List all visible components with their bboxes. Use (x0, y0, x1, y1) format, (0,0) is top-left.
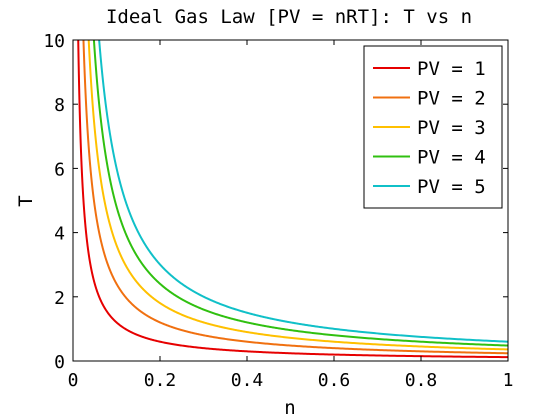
legend-label: PV = 2 (417, 88, 486, 110)
y-tick-label: 6 (54, 159, 65, 180)
series-line-pv-4 (92, 39, 509, 347)
legend-label: PV = 1 (417, 58, 486, 80)
x-tick-label: 0.6 (318, 370, 351, 391)
y-tick-label: 8 (54, 95, 65, 116)
x-tick-label: 0 (68, 370, 79, 391)
legend-box (363, 45, 503, 209)
x-axis-label: n (284, 397, 295, 419)
y-tick-label: 2 (54, 288, 65, 309)
x-tick-label: 0.8 (405, 370, 438, 391)
y-axis-label: T (15, 195, 37, 206)
series-line-pv-1 (77, 39, 509, 359)
chart-title: Ideal Gas Law [PV = nRT]: T vs n (106, 6, 472, 28)
legend: PV = 1 PV = 2 PV = 3 PV = 4 PV = 5 (363, 45, 503, 209)
legend-label: PV = 5 (417, 176, 486, 198)
x-tick-label: 1 (503, 370, 514, 391)
series-line-pv-2 (82, 39, 509, 355)
series-lines (77, 39, 509, 359)
y-tick-label: 0 (54, 352, 65, 373)
legend-label: PV = 3 (417, 117, 486, 139)
x-tick-label: 0.4 (231, 370, 264, 391)
series-line-pv-5 (98, 39, 509, 343)
legend-label: PV = 4 (417, 147, 486, 169)
y-tick-label: 10 (43, 31, 65, 52)
plot-frame (72, 39, 509, 362)
x-tick-label: 0.2 (144, 370, 177, 391)
y-tick-label: 4 (54, 224, 65, 245)
series-line-pv-3 (87, 39, 509, 351)
